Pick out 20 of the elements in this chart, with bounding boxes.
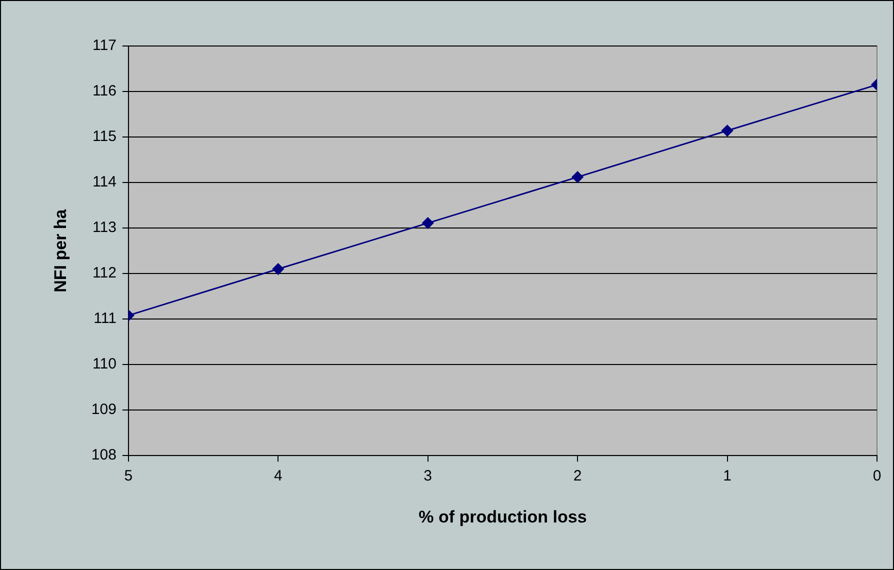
x-tick-label: 5 <box>124 468 133 485</box>
y-tick-label: 110 <box>92 356 116 373</box>
x-axis-title: % of production loss <box>418 507 587 526</box>
x-tick-label: 1 <box>723 468 732 485</box>
point <box>422 217 434 229</box>
y-axis-title: NFI per ha <box>50 208 70 292</box>
y-tick-label: 113 <box>92 219 116 236</box>
x-tick-label: 0 <box>872 468 882 485</box>
y-tick-label: 109 <box>91 401 116 418</box>
x-tick-label: 3 <box>424 468 432 485</box>
y-tick-label: 115 <box>92 128 116 146</box>
point <box>572 171 584 183</box>
y-tick-label: 108 <box>91 446 116 464</box>
x-tick-label: 4 <box>274 468 282 485</box>
y-tick-label: 114 <box>92 174 116 191</box>
y-tick-label: 112 <box>92 264 116 282</box>
y-tick-label: 116 <box>92 82 116 100</box>
y-tick-label: 111 <box>94 310 116 328</box>
x-tick-label: 2 <box>573 468 582 485</box>
y-tick-label: 117 <box>92 37 116 54</box>
